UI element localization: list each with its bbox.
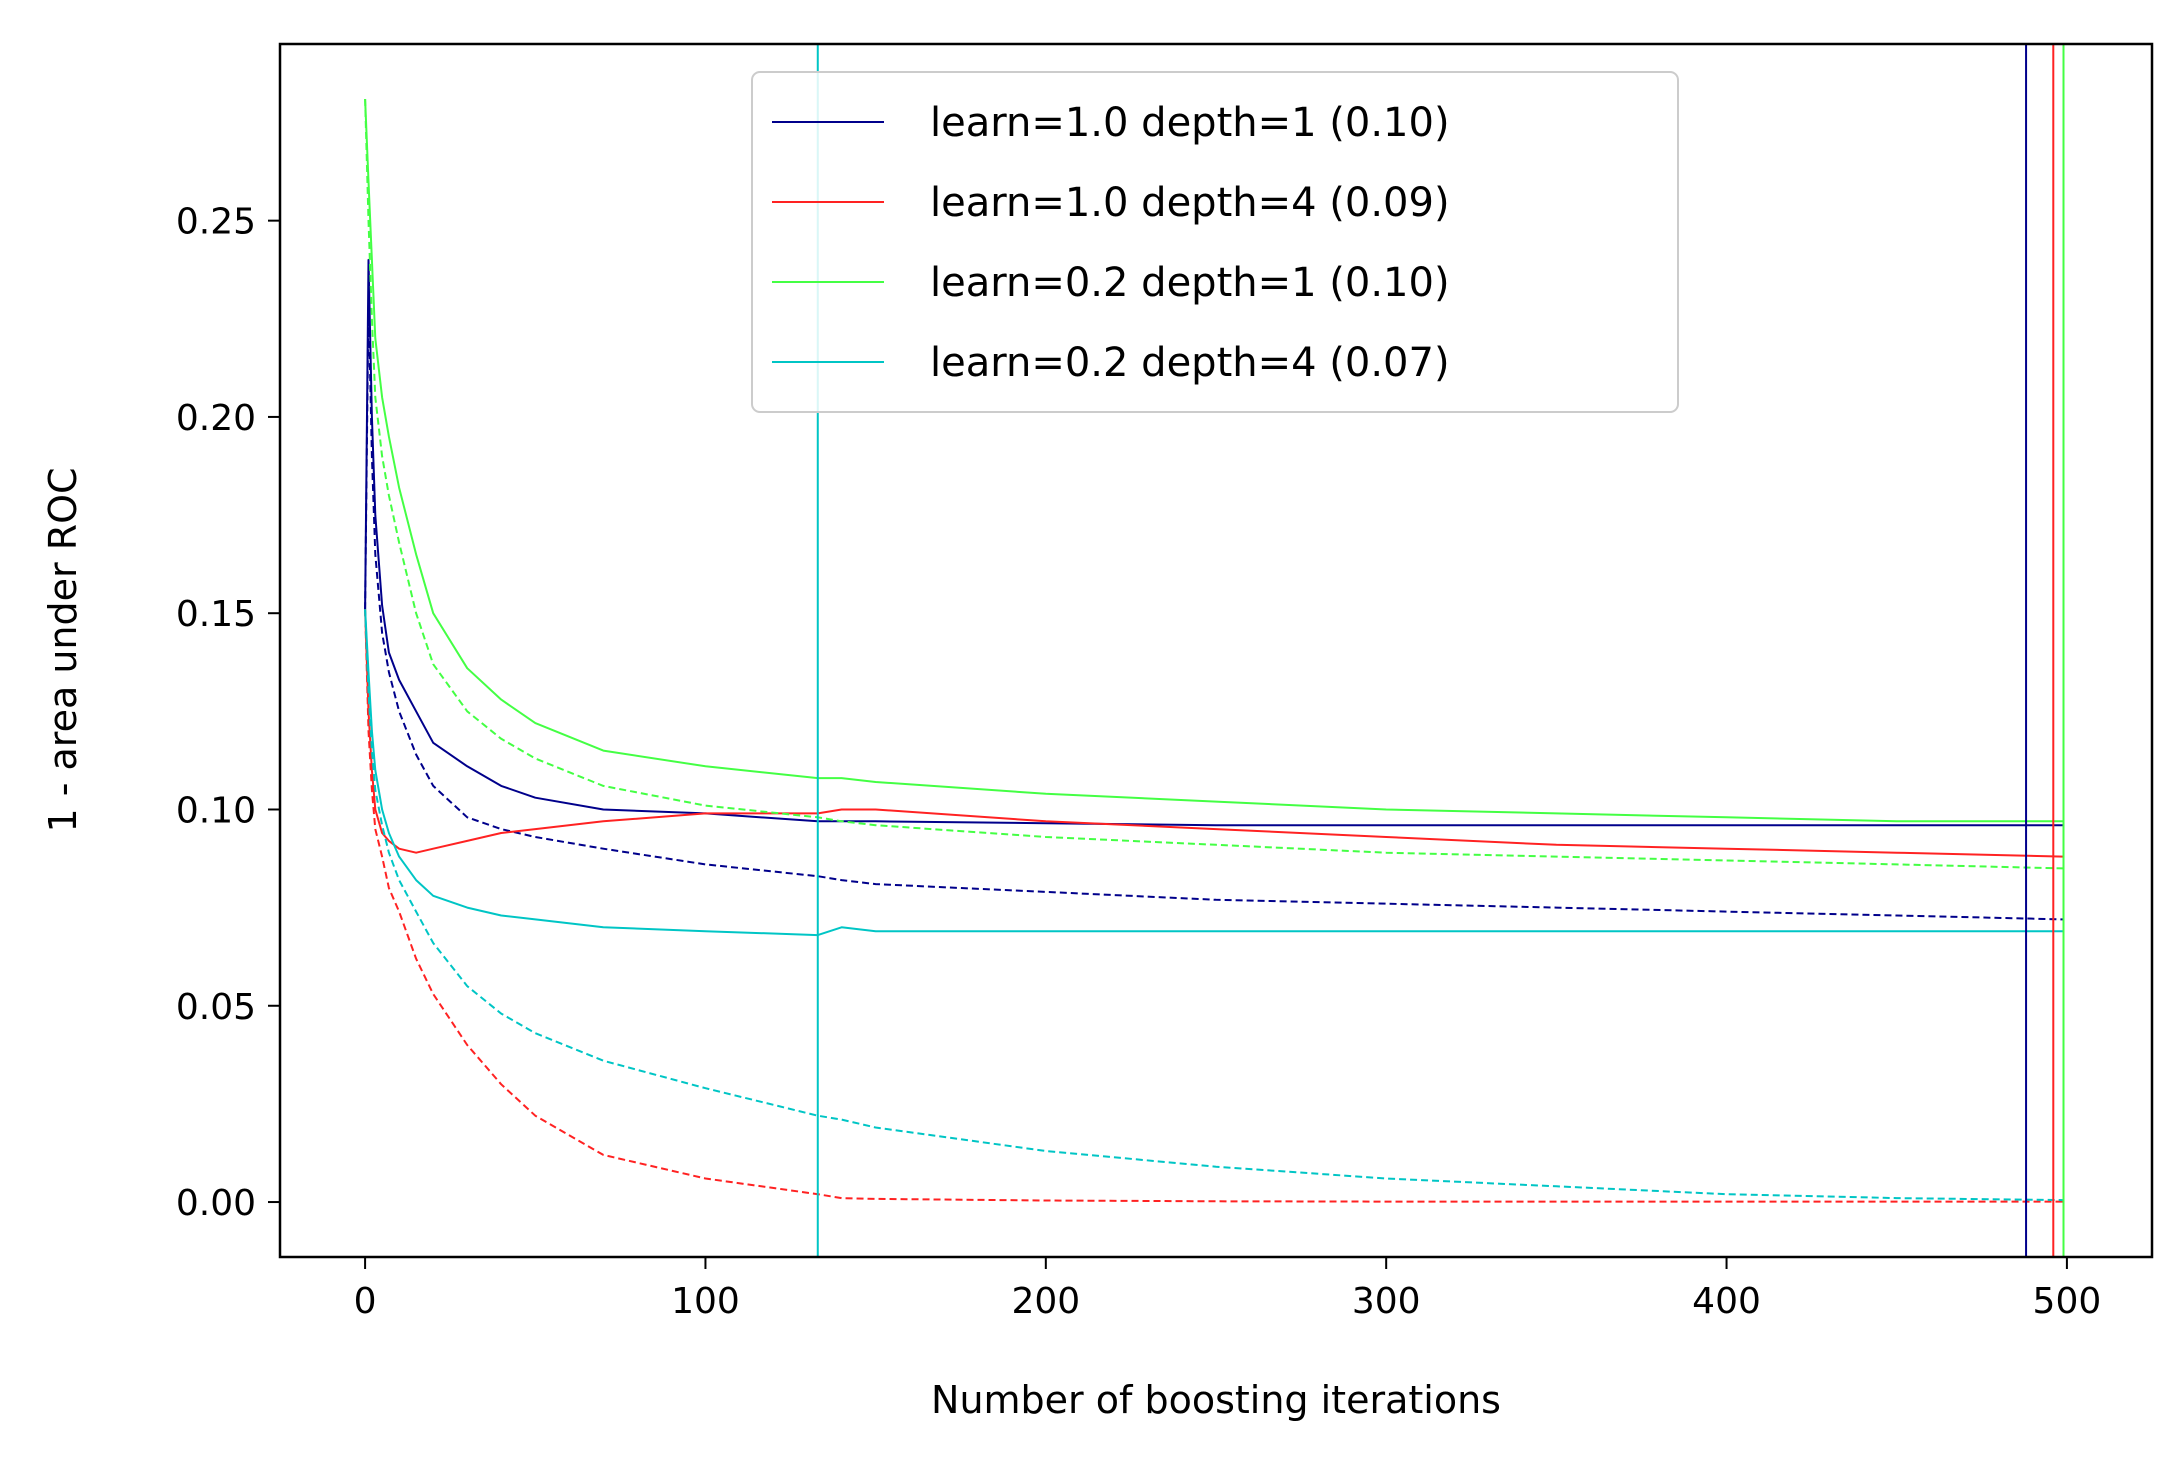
y-tick-label: 0.20 (176, 398, 256, 439)
legend-label: learn=1.0 depth=1 (0.10) (930, 100, 1450, 146)
x-tick-label: 200 (1011, 1281, 1080, 1322)
x-tick-label: 300 (1352, 1281, 1421, 1322)
legend-label: learn=1.0 depth=4 (0.09) (930, 180, 1450, 226)
x-tick-label: 500 (2033, 1281, 2102, 1322)
series-line-7-solid (364, 609, 2064, 937)
y-axis-title: 1 - area under ROC (41, 467, 85, 832)
y-tick-label: 0.10 (176, 790, 256, 831)
series-line-2-dashed (364, 298, 2064, 921)
y-tick-label: 0.00 (176, 1183, 256, 1224)
x-tick-label: 400 (1692, 1281, 1761, 1322)
y-tick-label: 0.15 (176, 594, 256, 635)
legend-label: learn=0.2 depth=4 (0.07) (930, 340, 1450, 386)
x-tick-label: 100 (671, 1281, 740, 1322)
y-tick-label: 0.25 (176, 202, 256, 243)
legend-box (751, 71, 1679, 413)
x-tick-label: 0 (354, 1281, 377, 1322)
series-line-5-solid (364, 98, 2064, 823)
series-line-4-dashed (364, 609, 2064, 1203)
series-line-6-dashed (364, 98, 2064, 870)
legend: learn=1.0 depth=1 (0.10) learn=1.0 depth=… (751, 71, 1679, 413)
series-line-1-solid (364, 258, 2064, 827)
x-axis-title: Number of boosting iterations (931, 1378, 1501, 1422)
series-line-3-solid (364, 609, 2064, 858)
vline-layer (816, 44, 2065, 1257)
x-axis-ticks: 0 100 200 300 400 500 (354, 1257, 2102, 1322)
legend-label: learn=0.2 depth=1 (0.10) (930, 260, 1450, 306)
plot-frame (278, 42, 2154, 1259)
y-axis-ticks: 0.00 0.05 0.10 0.15 0.20 0.25 (176, 202, 280, 1224)
y-tick-label: 0.05 (176, 987, 256, 1028)
series-line-8-dashed (364, 609, 2064, 1202)
series-layer (364, 98, 2064, 1203)
